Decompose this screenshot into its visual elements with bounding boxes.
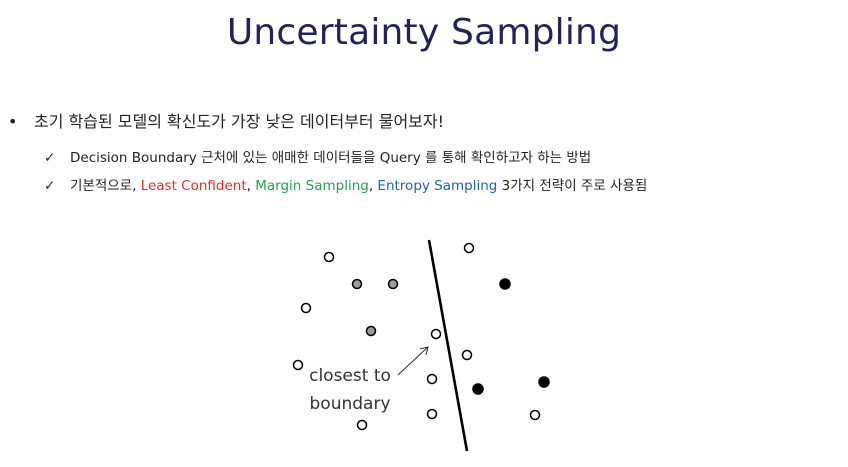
annotation-line-2: boundary [310,394,391,414]
main-bullet-text: 초기 학습된 모델의 확신도가 가장 낮은 데이터부터 물어보자! [34,112,445,131]
subpoint-2-suffix: 3가지 전략이 주로 사용됨 [497,178,648,194]
unlabeled-point [426,373,438,385]
unlabeled-point [426,408,438,420]
arrow-head-icon [419,346,429,356]
unlabeled-point [529,409,541,421]
unlabeled-points [292,242,541,431]
slide-title: Uncertainty Sampling [226,12,622,53]
separator: , [368,178,378,194]
checkmark-icon: ✓ [44,178,56,194]
black-point [472,383,484,395]
separator: , [246,178,256,194]
gray-point [351,278,363,290]
gray-class-points [351,278,399,337]
subpoint-2: ✓ 기본적으로, Least Confident, Margin Sampling… [44,174,647,194]
annotation-line-1: closest to [309,366,391,386]
strategy-entropy-sampling: Entropy Sampling [377,178,498,194]
checkmark-icon: ✓ [44,150,56,166]
unlabeled-point [300,302,312,314]
strategy-margin-sampling: Margin Sampling [255,178,369,194]
decision-boundary-line [427,239,469,452]
black-point [499,278,511,290]
unlabeled-point [463,242,475,254]
subpoint-1-text: Decision Boundary 근처에 있는 애매한 데이터들을 Query… [70,150,592,166]
black-class-points [472,278,550,395]
unlabeled-point [292,359,304,371]
gray-point [365,325,377,337]
unlabeled-point [356,419,368,431]
subpoint-2-prefix: 기본적으로, [70,178,141,194]
gray-point [387,278,399,290]
black-point [538,376,550,388]
unlabeled-point [323,251,335,263]
annotation-arrow [397,346,429,376]
strategy-least-confident: Least Confident [140,178,247,194]
bullet-dot-icon: • [8,112,18,131]
closest-point [430,328,442,340]
unlabeled-point [461,349,473,361]
main-bullet: • 초기 학습된 모델의 확신도가 가장 낮은 데이터부터 물어보자! [8,108,444,132]
subpoint-1: ✓ Decision Boundary 근처에 있는 애매한 데이터들을 Quer… [44,146,591,166]
